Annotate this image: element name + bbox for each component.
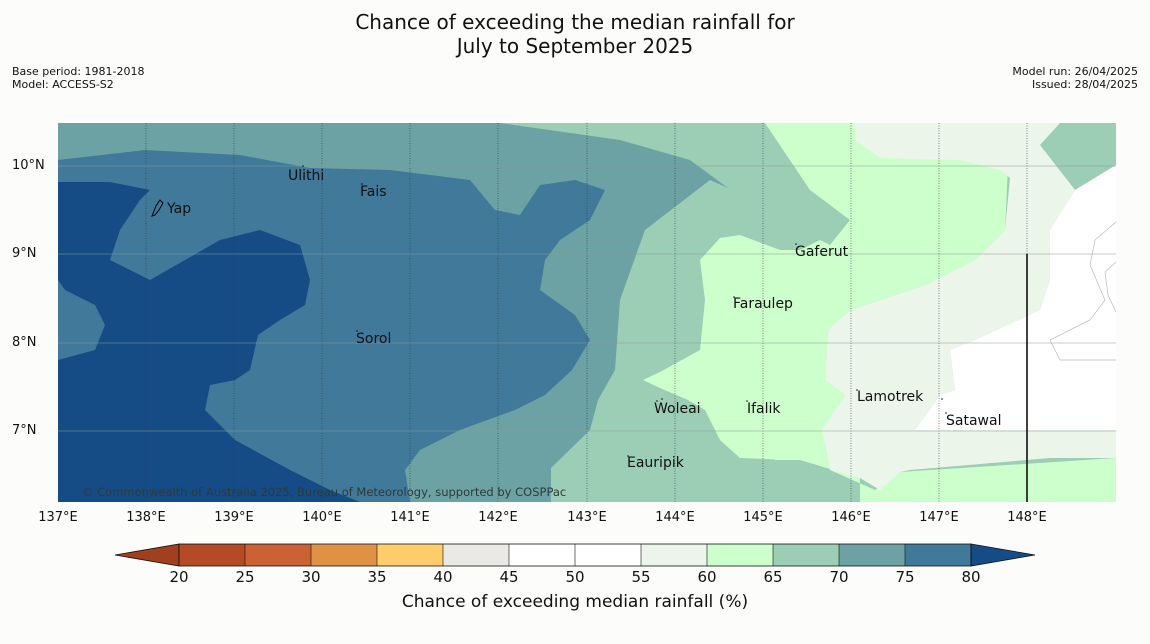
y-tick-9n: 9°N [12, 246, 37, 261]
x-tick-142: 142°E [478, 510, 518, 525]
x-tick-145: 145°E [743, 510, 783, 525]
colorbar-tick: 20 [169, 568, 189, 586]
colorbar-tick: 30 [301, 568, 321, 586]
place-faraulep: Faraulep [733, 296, 793, 312]
contour-line [1104, 261, 1116, 313]
colorbar-tick: 80 [961, 568, 981, 586]
place-eauripik: Eauripik [627, 455, 685, 471]
colorbar-tick: 60 [697, 568, 717, 586]
lat-gridlines [58, 165, 1116, 432]
copyright-note: © Commonwealth of Australia 2025, Bureau… [82, 485, 566, 499]
metadata-left: Base period: 1981-2018 Model: ACCESS-S2 [12, 65, 144, 91]
x-tick-138: 138°E [126, 510, 166, 525]
place-gaferut: Gaferut [795, 244, 849, 260]
colorbar-bin [839, 544, 905, 566]
place-ifalik: Ifalik [747, 401, 781, 417]
colorbar-bin [905, 544, 971, 566]
zone-60-65 [643, 123, 1116, 502]
x-tick-137: 137°E [38, 510, 78, 525]
title-line-2: July to September 2025 [456, 34, 694, 58]
place-sorol: Sorol [356, 331, 391, 347]
x-tick-140: 140°E [302, 510, 342, 525]
colorbar-tick: 45 [499, 568, 519, 586]
map-title: Chance of exceeding the median rainfall … [0, 10, 1150, 58]
colorbar-bin [443, 544, 509, 566]
colorbar-bin [575, 544, 641, 566]
colorbar-bin [641, 544, 707, 566]
title-line-1: Chance of exceeding the median rainfall … [355, 10, 795, 34]
yap-island-outline [151, 199, 164, 217]
colorbar-extend-high [970, 543, 1036, 567]
colorbar-bin [773, 544, 839, 566]
colorbar-extend-low [114, 543, 180, 567]
zone-45-55 [915, 165, 1116, 430]
colorbar-tick: 65 [763, 568, 783, 586]
colorbar-tick: 50 [565, 568, 585, 586]
place-yap: Yap [166, 201, 191, 217]
island-markers [302, 165, 947, 457]
colorbar-tick: 35 [367, 568, 387, 586]
colorbar-tick: 75 [895, 568, 915, 586]
colorbar [114, 543, 1036, 567]
colorbar-tick: 55 [631, 568, 651, 586]
issued-date: Issued: 28/04/2025 [1031, 78, 1138, 91]
colorbar-bin [179, 544, 245, 566]
x-tick-144: 144°E [655, 510, 695, 525]
colorbar-label: Chance of exceeding median rainfall (%) [401, 592, 749, 612]
y-tick-7n: 7°N [12, 423, 37, 438]
x-tick-147: 147°E [919, 510, 959, 525]
colorbar-bin [707, 544, 773, 566]
colorbar-bin [245, 544, 311, 566]
colorbar-bin [377, 544, 443, 566]
place-satawal: Satawal [946, 413, 1001, 429]
x-tick-139: 139°E [214, 510, 254, 525]
colorbar-tick: 40 [433, 568, 453, 586]
model-run-date: Model run: 26/04/2025 [1012, 65, 1138, 78]
place-fais: Fais [360, 184, 387, 200]
colorbar-tick: 25 [235, 568, 255, 586]
contour-line [1049, 221, 1116, 361]
place-woleai: Woleai [654, 401, 701, 417]
x-tick-148: 148°E [1007, 510, 1047, 525]
place-lamotrek: Lamotrek [857, 389, 924, 405]
zone-55-60 [822, 123, 1116, 490]
x-tick-141: 141°E [390, 510, 430, 525]
base-period: Base period: 1981-2018 [12, 65, 145, 78]
probability-contours [58, 123, 1116, 502]
zone-gt-80 [58, 182, 360, 502]
x-tick-146: 146°E [831, 510, 871, 525]
gridlines [145, 123, 940, 502]
metadata-right: Model run: 26/04/2025 Issued: 28/04/2025 [1012, 65, 1138, 91]
y-tick-8n: 8°N [12, 335, 37, 350]
colorbar-tick: 70 [829, 568, 849, 586]
model-name: Model: ACCESS-S2 [12, 78, 114, 91]
y-tick-10n: 10°N [12, 158, 45, 173]
x-tick-143: 143°E [567, 510, 607, 525]
colorbar-bin [509, 544, 575, 566]
place-ulithi: Ulithi [288, 168, 324, 184]
colorbar-bin [311, 544, 377, 566]
